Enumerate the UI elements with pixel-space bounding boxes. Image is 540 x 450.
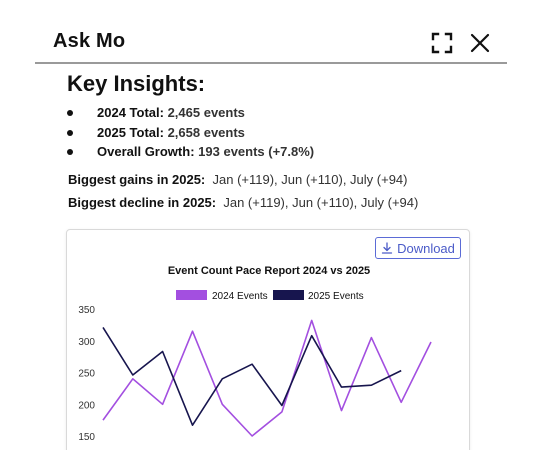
chart-card: Download Event Count Pace Report 2024 vs…	[66, 229, 470, 450]
download-icon	[381, 242, 393, 254]
y-tick-label: 200	[78, 400, 95, 411]
list-item-text: 2024 Total: 2,465 events	[97, 105, 245, 120]
download-button[interactable]: Download	[375, 237, 461, 259]
y-tick-label: 250	[78, 369, 95, 380]
decline-label: Biggest decline in 2025:	[68, 195, 217, 210]
key-insights-heading: Key Insights:	[67, 71, 206, 96]
y-tick-label: 150	[78, 432, 95, 443]
chart-title: Event Count Pace Report 2024 vs 2025	[168, 265, 370, 277]
decline-summary: Biggest decline in 2025: Jan (+119), Jun…	[68, 195, 418, 210]
list-item-text: Overall Growth: 193 events (+7.8%)	[97, 144, 315, 159]
legend-label: 2025 Events	[308, 291, 364, 302]
list-item-text: 2025 Total: 2,658 events	[97, 124, 245, 140]
bullet-dot	[67, 110, 73, 116]
expand-icon[interactable]	[429, 30, 455, 56]
download-label: Download	[397, 240, 455, 256]
panel-header: Ask Mo	[0, 0, 540, 65]
series-line	[102, 326, 402, 426]
close-icon[interactable]	[467, 30, 493, 56]
series-line	[102, 319, 432, 437]
chart-legend: 2024 Events 2025 Events	[176, 290, 364, 302]
gains-summary: Biggest gains in 2025: Jan (+119), Jun (…	[68, 172, 407, 187]
event-count-chart: Event Count Pace Report 2024 vs 2025 202…	[78, 265, 432, 443]
decline-value: Jan (+119), Jun (+110), July (+94)	[223, 195, 419, 210]
panel-title: Ask Mo	[53, 30, 126, 52]
legend-label: 2024 Events	[212, 291, 268, 302]
bullet-dot	[67, 129, 73, 136]
gains-value: Jan (+119), Jun (+110), July (+94)	[212, 172, 408, 187]
bullet-dot	[67, 149, 73, 155]
y-tick-label: 350	[78, 305, 95, 316]
chart-lines	[102, 319, 432, 437]
legend-swatch	[176, 290, 207, 300]
y-axis: 350 300 250 200 150	[78, 305, 95, 443]
legend-swatch	[273, 290, 304, 300]
gains-label: Biggest gains in 2025:	[68, 172, 206, 187]
header-divider	[35, 62, 507, 64]
y-tick-label: 300	[78, 337, 95, 348]
